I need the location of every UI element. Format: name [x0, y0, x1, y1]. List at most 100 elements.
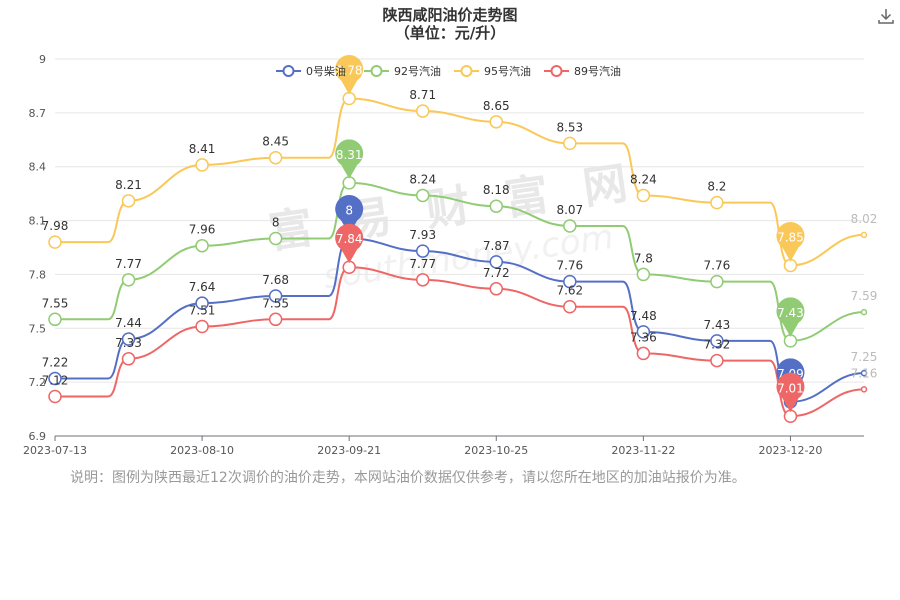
data-point: [710, 195, 724, 210]
data-point: [860, 231, 868, 239]
data-point: [636, 188, 651, 203]
series-line: [55, 97, 865, 267]
data-point: [415, 188, 430, 203]
data-label: 7.77: [409, 257, 436, 271]
data-point: [268, 312, 283, 327]
data-point: [563, 299, 577, 314]
y-tick-label: 9: [39, 53, 46, 66]
legend-item-3[interactable]: 95号汽油: [454, 64, 531, 78]
data-point: [415, 104, 430, 118]
data-point: [48, 389, 62, 404]
marker-label: 7.01: [777, 381, 804, 395]
data-label: 8.53: [556, 120, 583, 134]
data-point: [195, 158, 209, 172]
x-tick-label: 2023-07-13: [23, 444, 87, 457]
data-point: [48, 235, 62, 249]
data-point: [121, 332, 136, 346]
data-label: 7.76: [556, 259, 583, 273]
series-3: [48, 91, 868, 273]
data-point: [489, 115, 504, 129]
marker-pin: [335, 223, 364, 264]
data-point: [121, 194, 136, 208]
data-point: [860, 369, 868, 377]
data-label: 7.36: [630, 330, 657, 344]
marker-label: 8.31: [336, 148, 363, 162]
data-label: 7.33: [115, 336, 142, 350]
data-point: [195, 296, 209, 310]
data-label: 7.59: [851, 289, 878, 303]
data-point: [48, 371, 62, 386]
data-label: 7.8: [634, 251, 653, 265]
data-label: 8.18: [483, 183, 510, 197]
y-tick-label: 8.1: [29, 215, 47, 228]
y-tick-label: 7.2: [29, 376, 47, 389]
data-label: 7.44: [115, 316, 142, 330]
data-label: 7.98: [42, 219, 69, 233]
data-point: [860, 386, 868, 393]
x-tick-label: 2023-10-25: [464, 444, 528, 457]
legend-symbol: [550, 65, 563, 77]
data-label: 7.72: [483, 266, 510, 280]
series-line: [55, 266, 865, 418]
data-label: 7.25: [851, 350, 878, 364]
data-labels: 7.22 7.44 7.64 7.68 7.93 7.87 7.76 7.48 7.43 7.25…: [42, 88, 878, 387]
data-label: 7.68: [262, 273, 289, 287]
data-point: [489, 282, 504, 296]
extreme-markers: 87.098.317.438.787.857.847.01: [335, 55, 805, 413]
series-4: [48, 260, 868, 424]
data-label: 7.55: [262, 296, 289, 310]
marker-pin: [335, 195, 364, 235]
data-point: [195, 319, 209, 334]
data-point: [489, 255, 504, 269]
max-marker: 8.31: [335, 139, 364, 179]
data-point: [636, 325, 651, 339]
data-point: [636, 346, 651, 361]
data-label: 8.07: [556, 203, 583, 217]
data-label: 7.96: [189, 223, 216, 237]
legend-item-2[interactable]: 92号汽油: [364, 64, 441, 78]
data-label: 7.77: [115, 257, 142, 271]
max-marker: 8: [335, 195, 364, 235]
data-label: 7.64: [189, 280, 216, 294]
marker-label: 7.43: [777, 306, 804, 320]
data-point: [710, 274, 724, 289]
data-point: [195, 238, 209, 253]
data-point: [268, 231, 283, 246]
axes: 6.9 7.2 7.5 7.8 8.1 8.4 8.7 9 2023-07-13 2023-08-…: [23, 53, 864, 457]
data-label: 8.02: [851, 212, 878, 226]
legend-item-4[interactable]: 89号汽油: [544, 64, 621, 78]
marker-pin: [776, 372, 805, 413]
data-point: [121, 352, 136, 366]
data-point: [268, 150, 283, 165]
legend[interactable]: 0号柴油 92号汽油 95号汽油 89号汽油: [276, 64, 621, 78]
y-tick-label: 7.8: [29, 268, 47, 281]
data-point: [48, 312, 62, 327]
legend-label: 92号汽油: [394, 64, 441, 78]
x-tick-label: 2023-12-20: [758, 444, 822, 457]
data-point: [563, 274, 577, 289]
data-label: 7.62: [556, 284, 583, 298]
data-label: 7.32: [704, 338, 731, 352]
data-label: 7.48: [630, 309, 657, 323]
data-label: 8.65: [483, 99, 510, 113]
data-point: [489, 199, 504, 213]
download-icon[interactable]: [876, 6, 896, 26]
data-point: [268, 289, 283, 303]
marker-label: 7.84: [336, 232, 363, 246]
data-label: 8.24: [409, 172, 436, 186]
legend-item-1[interactable]: 0号柴油: [276, 64, 346, 78]
legend-label: 95号汽油: [484, 64, 531, 78]
y-tick-label: 8.4: [29, 161, 47, 174]
legend-symbol: [460, 65, 473, 77]
chart-title: 陕西咸阳油价走势图: [382, 6, 517, 24]
x-tick-label: 2023-11-22: [611, 444, 675, 457]
data-label: 7.12: [42, 374, 69, 388]
series-line: [55, 237, 865, 403]
legend-symbol: [282, 65, 295, 77]
max-marker: 7.84: [335, 223, 364, 264]
data-label: 7.93: [409, 228, 436, 242]
data-point: [415, 273, 430, 287]
data-label: 8.24: [630, 172, 657, 186]
y-tick-label: 6.9: [29, 430, 47, 443]
